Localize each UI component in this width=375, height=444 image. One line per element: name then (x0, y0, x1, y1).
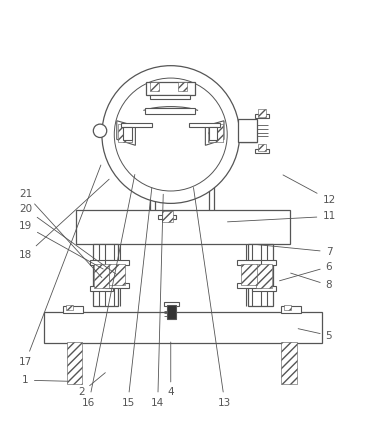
Circle shape (114, 78, 227, 191)
Bar (248, 244, 273, 306)
Text: 8: 8 (291, 273, 332, 290)
Text: 11: 11 (228, 211, 336, 222)
Polygon shape (117, 121, 135, 145)
Bar (178, 82, 187, 91)
Bar (105, 260, 129, 265)
Bar (164, 302, 179, 306)
Text: 12: 12 (283, 175, 336, 205)
Bar (167, 305, 176, 319)
Text: 7: 7 (257, 245, 332, 257)
Bar (150, 82, 159, 91)
Bar (209, 124, 223, 143)
Bar (94, 264, 110, 288)
Bar (90, 286, 113, 291)
Bar (121, 123, 152, 127)
Text: 5: 5 (298, 329, 332, 341)
Text: 17: 17 (19, 165, 101, 367)
Text: 14: 14 (151, 194, 164, 408)
Bar (209, 127, 217, 140)
Text: 18: 18 (19, 179, 109, 261)
Bar (63, 306, 83, 313)
Text: 19: 19 (19, 221, 103, 269)
Circle shape (93, 124, 107, 138)
Bar (146, 82, 195, 95)
Bar (189, 123, 219, 127)
Text: 16: 16 (82, 174, 135, 408)
Bar (237, 260, 261, 265)
Bar (66, 305, 73, 310)
Text: 1: 1 (22, 375, 68, 385)
Text: 21: 21 (19, 189, 102, 278)
Text: 20: 20 (19, 204, 116, 274)
Bar (252, 260, 276, 265)
Bar (162, 211, 173, 222)
Bar (145, 108, 195, 114)
Bar (159, 214, 176, 219)
Text: 4: 4 (167, 342, 174, 397)
Bar (255, 114, 269, 118)
Bar (252, 286, 276, 291)
Bar (281, 342, 297, 384)
Bar (255, 149, 269, 153)
Bar (123, 127, 132, 140)
Bar (90, 260, 113, 265)
Circle shape (102, 66, 240, 203)
Bar (241, 264, 257, 285)
Text: 15: 15 (122, 187, 152, 408)
Bar (93, 244, 118, 306)
Text: 2: 2 (78, 373, 105, 397)
Bar (256, 264, 272, 288)
Bar (44, 313, 321, 343)
Bar (76, 210, 290, 244)
Bar (237, 283, 261, 288)
Bar (105, 283, 129, 288)
Text: 13: 13 (194, 187, 231, 408)
Bar (280, 306, 301, 313)
Bar (150, 95, 190, 99)
Bar (117, 124, 132, 143)
Bar (66, 342, 82, 384)
Bar (238, 119, 257, 142)
Bar (258, 144, 266, 151)
Polygon shape (206, 121, 224, 145)
Bar (258, 109, 266, 117)
Text: 6: 6 (279, 262, 332, 281)
Bar (109, 264, 124, 285)
Bar (284, 305, 291, 310)
